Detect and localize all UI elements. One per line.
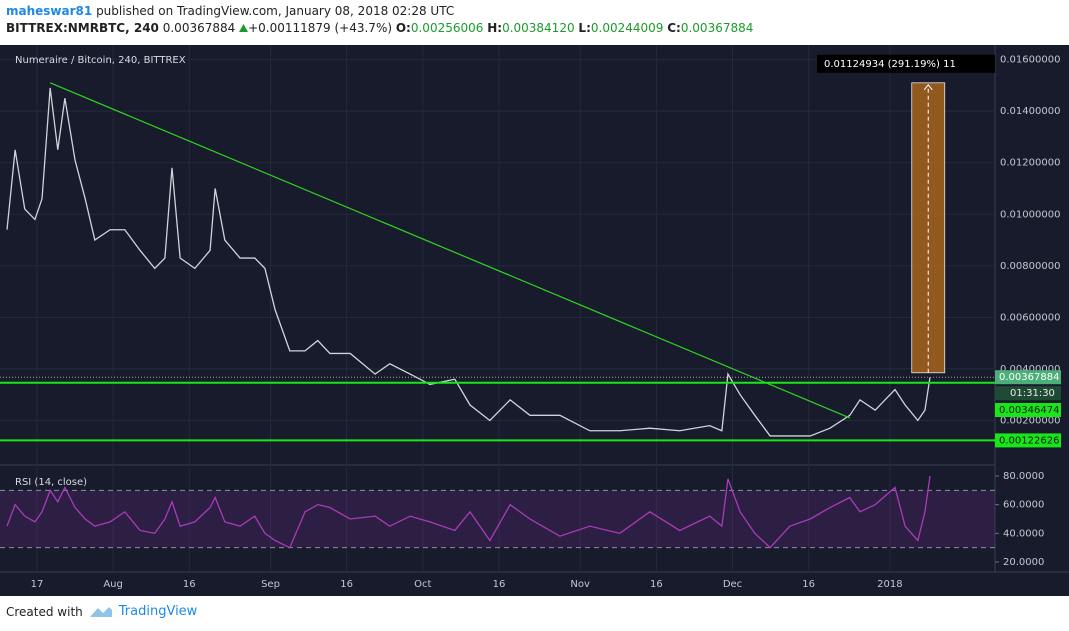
series-line	[6, 475, 931, 549]
x-tick-label: Dec	[723, 579, 742, 590]
rsi-band	[0, 490, 995, 548]
tv-logo[interactable]	[89, 605, 113, 619]
symbol: BITTREX:NMRBTC, 240	[6, 21, 159, 35]
low-label: L:	[578, 21, 591, 35]
y-tick-label: 0.01000000	[1000, 209, 1060, 220]
x-tick-label: 16	[183, 579, 196, 590]
level-label: 0.00122626	[999, 435, 1059, 446]
high-label: H:	[487, 21, 503, 35]
footer: Created with TradingView	[6, 604, 197, 619]
brand[interactable]: TradingView	[118, 604, 198, 619]
series-line	[6, 87, 931, 437]
high: 0.00384120	[502, 21, 575, 35]
last-price-label: 0.00367884	[999, 372, 1059, 383]
header-line-1: maheswar81 published on TradingView.com,…	[6, 3, 753, 20]
x-tick-label: 16	[650, 579, 663, 590]
countdown: 01:31:30	[1010, 388, 1055, 399]
x-tick-label: Nov	[570, 579, 590, 590]
last-price: 0.00367884	[162, 21, 236, 35]
y-tick-label: 0.01600000	[1000, 55, 1060, 66]
measure-label-bg	[817, 54, 995, 73]
rsi-title: RSI (14, close)	[15, 477, 87, 488]
header: maheswar81 published on TradingView.com,…	[6, 3, 753, 37]
measure-label: 0.01124934 (291.19%) 11	[824, 59, 956, 70]
chart: 17 Aug 16 Sep 16 Oct 16 Nov 16 Dec 16 2018 0.0020000…	[0, 45, 1069, 596]
rsi-tick-label: 20.0000	[1003, 557, 1044, 568]
y-tick-label: 0.00600000	[1000, 312, 1060, 323]
y-tick-label: 0.01200000	[1000, 158, 1060, 169]
x-tick-label: Aug	[103, 579, 123, 590]
countdown-bg	[995, 386, 1061, 401]
x-tick-label: Oct	[414, 579, 431, 590]
x-tick-label: 16	[493, 579, 506, 590]
rsi-tick-label: 60.0000	[1003, 500, 1044, 511]
rsi-tick-label: 40.0000	[1003, 528, 1044, 539]
low: 0.00244009	[590, 21, 664, 35]
author[interactable]: maheswar81	[6, 4, 93, 18]
created-with: Created with	[6, 604, 83, 619]
change: +0.00111879 (+43.7%)	[248, 21, 393, 35]
trend-line	[49, 82, 851, 419]
y-tick-label: 0.00800000	[1000, 261, 1060, 272]
y-tick-label: 0.01400000	[1000, 106, 1060, 117]
level-label: 0.00346474	[999, 405, 1059, 416]
rsi-tick-label: 80.0000	[1003, 471, 1044, 482]
up-arrow	[239, 24, 249, 32]
level-label-bg	[995, 433, 1061, 448]
level-label-bg	[995, 403, 1061, 417]
x-tick-label: Sep	[261, 579, 280, 590]
measure-arrow-head	[923, 83, 933, 91]
price-title: Numeraire / Bitcoin, 240, BITTREX	[15, 55, 186, 66]
x-tick-label: 2018	[877, 579, 902, 590]
y-tick-label: 0.00400000	[1000, 364, 1060, 375]
last-price-bg	[995, 370, 1061, 385]
open: 0.00256006	[410, 21, 484, 35]
x-tick-label: 16	[340, 579, 353, 590]
y-tick-label: 0.00200000	[1000, 415, 1060, 426]
close-label: C:	[667, 21, 681, 35]
x-tick-label: 16	[802, 579, 815, 590]
published: published on TradingView.com, January 08…	[96, 4, 455, 18]
header-line-2: BITTREX:NMRBTC, 240 0.00367884 +0.001118…	[6, 20, 753, 37]
open-label: O:	[395, 21, 411, 35]
x-tick-label: 17	[31, 579, 44, 590]
close: 0.00367884	[680, 21, 754, 35]
